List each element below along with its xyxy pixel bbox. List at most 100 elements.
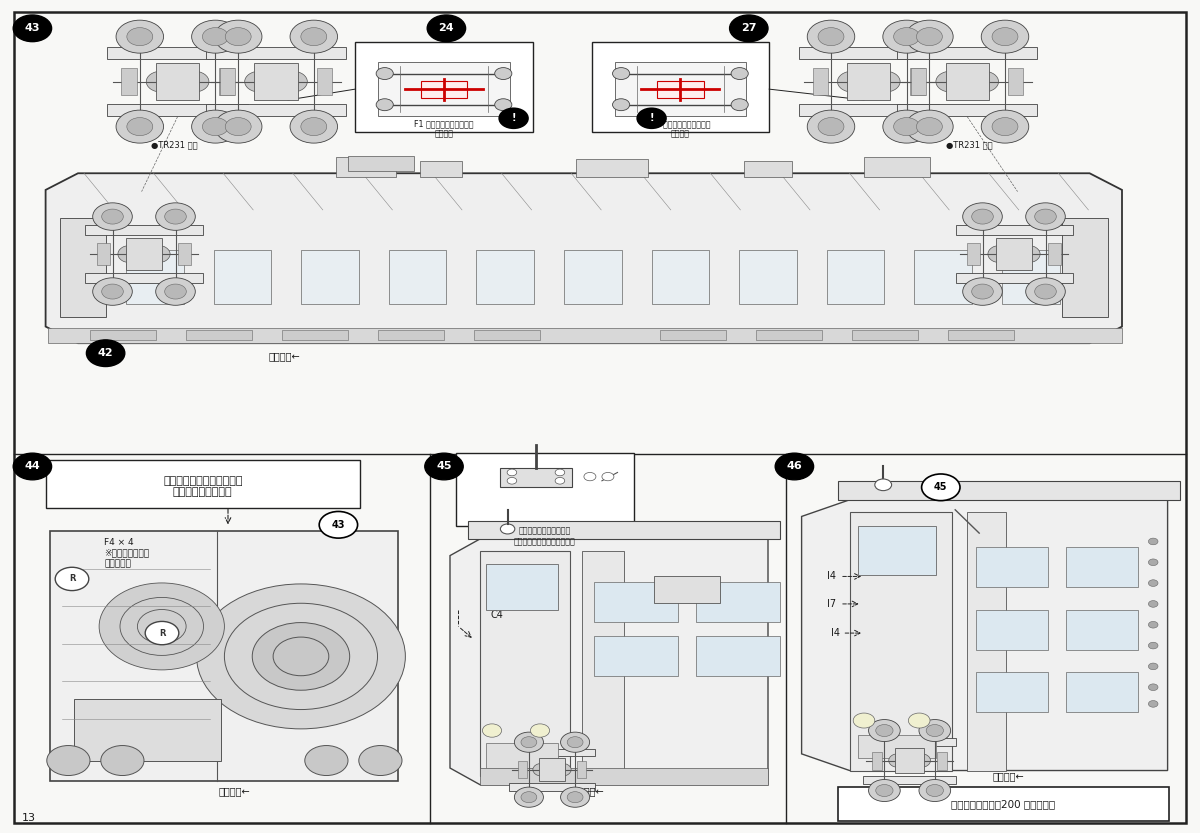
Circle shape — [560, 732, 589, 752]
Polygon shape — [802, 500, 1168, 771]
Circle shape — [876, 785, 893, 796]
Circle shape — [305, 746, 348, 776]
Bar — [60, 218, 106, 317]
Bar — [1066, 547, 1138, 587]
Circle shape — [602, 472, 614, 481]
Text: 45: 45 — [934, 482, 948, 492]
Circle shape — [226, 117, 251, 136]
Circle shape — [992, 27, 1018, 46]
Text: 43: 43 — [331, 520, 346, 530]
Circle shape — [376, 67, 394, 79]
Circle shape — [556, 477, 565, 484]
Bar — [468, 521, 780, 539]
Circle shape — [533, 763, 551, 776]
Circle shape — [808, 110, 854, 143]
Circle shape — [612, 99, 630, 111]
Text: 43: 43 — [25, 23, 40, 33]
Circle shape — [1034, 284, 1056, 299]
Circle shape — [203, 117, 228, 136]
Text: 組み方手順、クハ200 はここまで: 組み方手順、クハ200 はここまで — [952, 799, 1055, 809]
Circle shape — [982, 110, 1028, 143]
Circle shape — [226, 27, 251, 46]
Circle shape — [100, 583, 224, 670]
Polygon shape — [46, 173, 1122, 343]
Text: 24: 24 — [438, 23, 455, 33]
Circle shape — [568, 736, 583, 748]
Bar — [799, 104, 940, 116]
Circle shape — [906, 110, 953, 143]
Bar — [594, 582, 678, 622]
Bar — [348, 156, 414, 171]
Circle shape — [962, 278, 1002, 306]
Circle shape — [215, 20, 262, 53]
Circle shape — [494, 67, 512, 79]
Bar — [652, 250, 709, 304]
Circle shape — [553, 763, 571, 776]
Circle shape — [818, 117, 844, 136]
Bar — [539, 758, 565, 781]
Bar — [282, 330, 348, 340]
Bar — [827, 250, 884, 304]
Bar — [1002, 250, 1060, 304]
Bar — [847, 63, 890, 101]
Bar — [301, 250, 359, 304]
Text: 運転席側←: 運転席側← — [572, 786, 604, 796]
Text: I4: I4 — [828, 571, 836, 581]
Bar — [389, 250, 446, 304]
Circle shape — [730, 15, 768, 42]
Bar — [799, 47, 940, 59]
FancyBboxPatch shape — [355, 42, 533, 132]
Circle shape — [1015, 246, 1040, 263]
FancyBboxPatch shape — [838, 787, 1169, 821]
Circle shape — [92, 278, 132, 306]
Circle shape — [869, 780, 900, 801]
Circle shape — [889, 754, 908, 767]
Bar — [696, 582, 780, 622]
Circle shape — [818, 27, 844, 46]
FancyBboxPatch shape — [50, 531, 398, 781]
Bar — [206, 104, 347, 116]
Bar — [948, 330, 1014, 340]
Circle shape — [612, 67, 630, 79]
Circle shape — [911, 754, 930, 767]
Circle shape — [869, 720, 900, 741]
Bar — [500, 468, 572, 486]
Bar — [517, 761, 527, 778]
Circle shape — [118, 246, 143, 263]
Circle shape — [876, 725, 893, 736]
Circle shape — [992, 117, 1018, 136]
Bar — [858, 526, 936, 575]
Circle shape — [137, 610, 186, 643]
Text: C6: C6 — [630, 610, 642, 620]
Circle shape — [179, 71, 209, 92]
Circle shape — [192, 20, 239, 53]
Bar — [577, 761, 587, 778]
Bar — [564, 250, 622, 304]
Circle shape — [145, 246, 170, 263]
Bar — [996, 238, 1032, 270]
Bar — [1062, 218, 1108, 317]
Circle shape — [120, 597, 204, 656]
Bar — [594, 636, 678, 676]
Circle shape — [870, 71, 900, 92]
Bar — [812, 68, 828, 95]
Text: !: ! — [511, 113, 516, 123]
Circle shape — [425, 453, 463, 480]
Circle shape — [1148, 621, 1158, 628]
Circle shape — [252, 622, 349, 691]
Bar — [420, 81, 467, 97]
Text: !: ! — [649, 113, 654, 123]
Bar — [576, 159, 648, 177]
Circle shape — [116, 20, 163, 53]
Circle shape — [917, 117, 942, 136]
Text: ●TR231 台車: ●TR231 台車 — [151, 141, 197, 149]
Circle shape — [1026, 203, 1066, 231]
Bar — [156, 63, 199, 101]
Bar — [486, 743, 558, 768]
Bar — [108, 104, 248, 116]
Bar — [480, 768, 768, 785]
Circle shape — [1148, 538, 1158, 545]
Circle shape — [197, 584, 406, 729]
Bar — [898, 104, 1038, 116]
Circle shape — [376, 99, 394, 111]
